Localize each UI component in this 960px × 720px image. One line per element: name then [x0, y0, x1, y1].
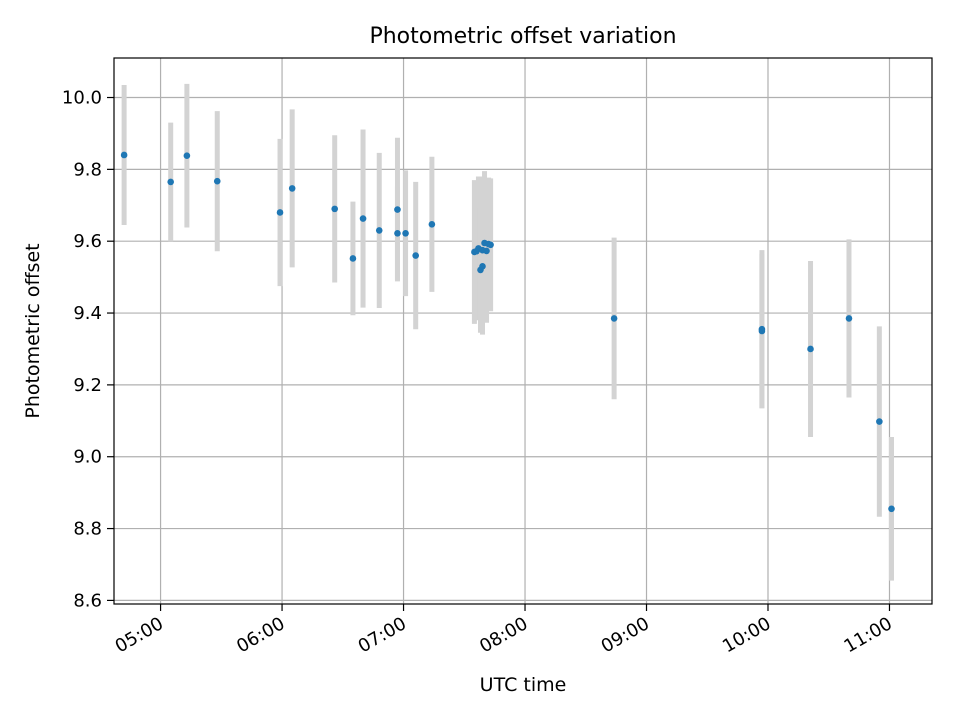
y-tick-label: 10.0: [62, 88, 102, 109]
y-tick-label: 9.0: [73, 447, 102, 468]
data-point: [167, 178, 174, 186]
data-point: [394, 206, 401, 213]
data-point: [845, 315, 853, 322]
data-point: [331, 205, 338, 213]
data-point: [758, 325, 766, 333]
plot-frame: [113, 57, 933, 605]
data-point: [375, 227, 383, 234]
chart-title: Photometric offset variation: [369, 24, 676, 49]
y-tick-label: 9.4: [73, 303, 102, 324]
data-point: [349, 255, 357, 262]
grid-lines: [114, 58, 932, 604]
y-axis-label: Photometric offset: [22, 243, 44, 418]
data-point: [487, 241, 494, 249]
data-point: [183, 152, 191, 160]
data-point: [276, 209, 284, 216]
x-axis-label: UTC time: [480, 674, 567, 696]
data-point: [412, 252, 419, 259]
data-points: [120, 151, 895, 513]
y-tick-label: 9.6: [73, 231, 102, 252]
data-point: [359, 215, 367, 222]
y-tick-label: 9.2: [73, 375, 102, 396]
data-point: [807, 345, 814, 353]
data-point: [213, 177, 221, 185]
y-tick-label: 8.8: [73, 519, 102, 540]
y-tick-label: 9.8: [73, 159, 102, 180]
data-point: [888, 505, 895, 513]
y-tick-label: 8.6: [73, 590, 102, 611]
data-point: [402, 229, 409, 237]
data-point: [394, 229, 401, 237]
data-point: [610, 315, 618, 322]
data-point: [479, 263, 486, 270]
data-point: [876, 418, 883, 425]
y-axis-ticks: 8.6 8.8 9.0 9.2 9.4 9.6 9.8 10.0: [62, 88, 114, 611]
data-point: [120, 151, 128, 159]
data-point: [483, 247, 490, 255]
data-point: [428, 221, 436, 228]
data-point: [288, 185, 296, 192]
